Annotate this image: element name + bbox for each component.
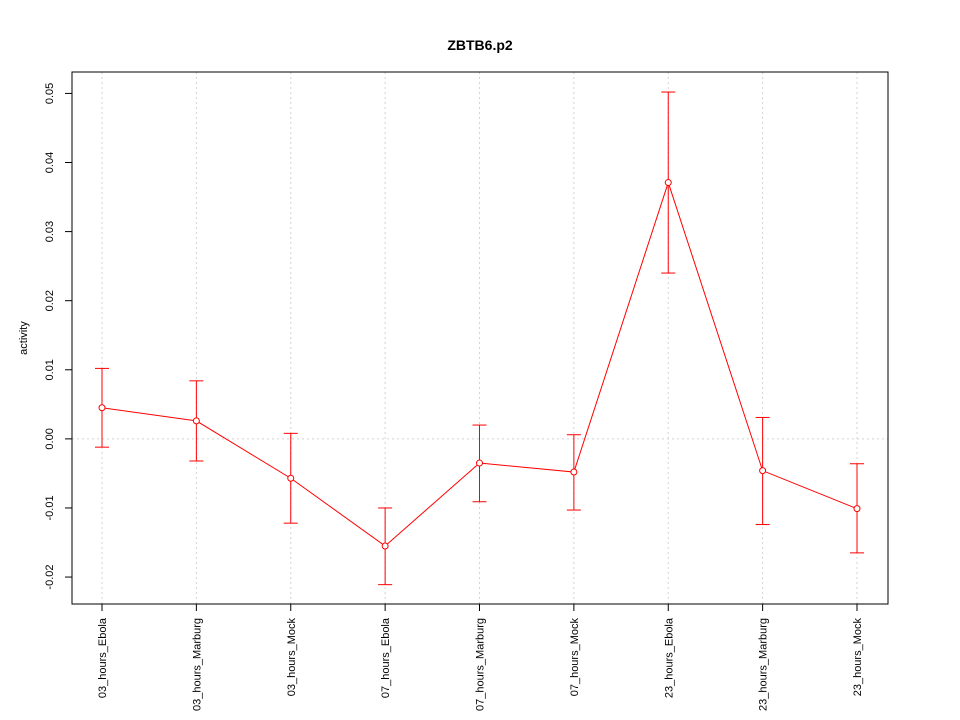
y-tick-label: 0.05 <box>44 83 56 104</box>
chart-title: ZBTB6.p2 <box>447 37 513 53</box>
x-tick-label: 07_hours_Ebola <box>380 617 392 698</box>
data-point <box>853 505 861 513</box>
y-tick-label: 0.04 <box>44 152 56 173</box>
data-point <box>664 179 672 187</box>
x-tick-label: 03_hours_Marburg <box>191 618 203 711</box>
data-point <box>759 467 767 475</box>
x-tick-label: 03_hours_Mock <box>286 618 298 697</box>
y-tick-label: -0.02 <box>44 565 56 590</box>
x-tick-label: 07_hours_Mock <box>569 618 581 697</box>
data-point <box>287 474 295 482</box>
data-point <box>192 417 200 425</box>
y-tick-label: 0.00 <box>44 428 56 449</box>
y-tick-label: 0.01 <box>44 359 56 380</box>
x-tick-label: 23_hours_Ebola <box>663 617 675 698</box>
data-point <box>381 542 389 550</box>
y-axis-label: activity <box>18 321 30 355</box>
y-axis: -0.02 -0.01 0.00 0.01 0.02 0.03 0.04 0.05 <box>44 83 73 590</box>
x-axis: 03_hours_Ebola 03_hours_Marburg 03_hours_M… <box>97 603 864 711</box>
series <box>95 91 864 586</box>
y-tick-label: 0.02 <box>44 290 56 311</box>
data-point <box>476 459 483 467</box>
y-tick-label: 0.03 <box>44 221 56 242</box>
y-tick-label: -0.01 <box>44 495 56 520</box>
x-tick-label: 23_hours_Marburg <box>758 618 770 711</box>
x-tick-label: 23_hours_Mock <box>852 618 864 697</box>
data-point <box>570 468 578 476</box>
x-tick-label: 03_hours_Ebola <box>97 617 109 698</box>
x-tick-label: 07_hours_Marburg <box>475 618 487 711</box>
data-point <box>98 404 106 412</box>
